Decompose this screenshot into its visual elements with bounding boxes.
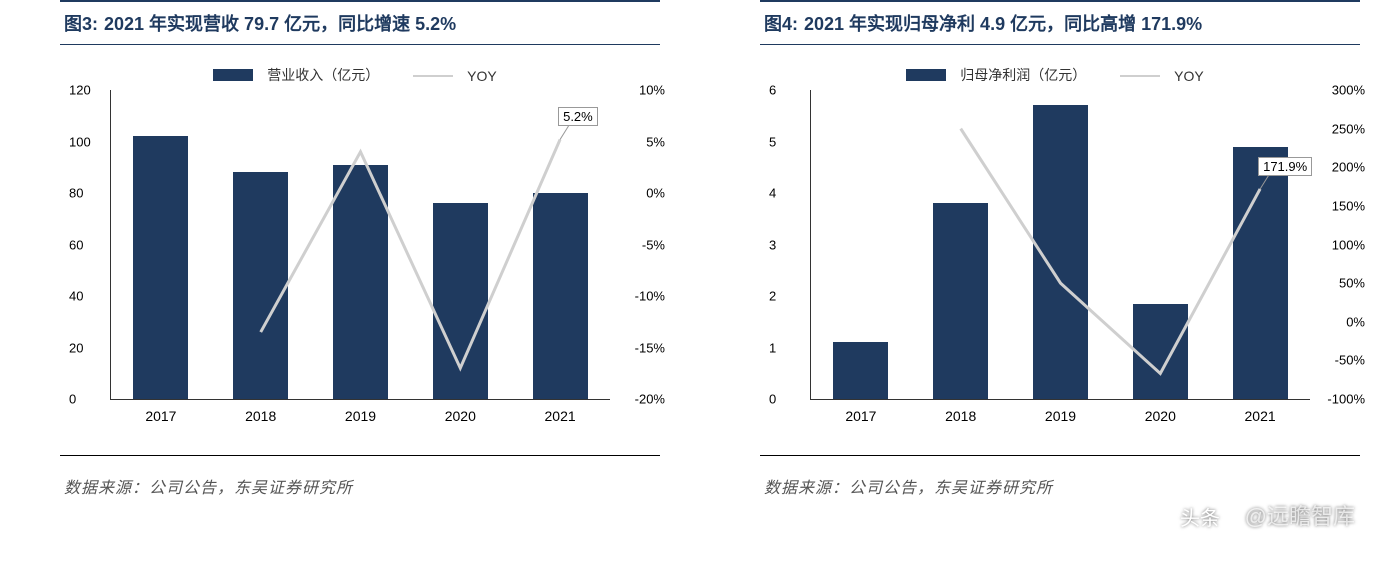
y-right-tick: 0% bbox=[646, 186, 665, 201]
x-label: 2017 bbox=[845, 408, 876, 424]
left-source: 数据来源：公司公告，东吴证券研究所 bbox=[60, 456, 660, 502]
y-left-tick: 120 bbox=[69, 83, 91, 98]
y-left-tick: 100 bbox=[69, 134, 91, 149]
legend-line-label: YOY bbox=[467, 68, 497, 84]
y-right-tick: 50% bbox=[1339, 276, 1365, 291]
right-chart-area: 归母净利润（亿元） YOY 0123456-100%-50%0%50%100%1… bbox=[760, 45, 1360, 445]
y-right-tick: 5% bbox=[646, 134, 665, 149]
left-plot: 020406080100120-20%-15%-10%-5%0%5%10%201… bbox=[110, 90, 610, 400]
watermark-logo: 头条 bbox=[1180, 502, 1220, 531]
right-plot: 0123456-100%-50%0%50%100%150%200%250%300… bbox=[810, 90, 1310, 400]
y-right-tick: -50% bbox=[1335, 353, 1365, 368]
x-label: 2019 bbox=[345, 408, 376, 424]
y-left-tick: 6 bbox=[769, 83, 776, 98]
y-right-tick: -10% bbox=[635, 289, 665, 304]
x-label: 2020 bbox=[445, 408, 476, 424]
legend-line-label: YOY bbox=[1174, 68, 1204, 84]
line-swatch bbox=[413, 75, 453, 77]
y-left-tick: 3 bbox=[769, 237, 776, 252]
y-left-tick: 0 bbox=[769, 392, 776, 407]
y-right-tick: -100% bbox=[1327, 392, 1365, 407]
left-chart-panel: 图3: 2021 年实现营收 79.7 亿元，同比增速 5.2% 营业收入（亿元）… bbox=[60, 0, 660, 502]
y-left-tick: 2 bbox=[769, 289, 776, 304]
y-left-tick: 40 bbox=[69, 289, 83, 304]
fig-title: 2021 年实现归母净利 4.9 亿元，同比高增 171.9% bbox=[804, 14, 1202, 34]
fig-label: 图4: bbox=[764, 14, 798, 34]
yoy-line bbox=[811, 90, 1310, 399]
watermark-text: @远瞻智库 bbox=[1245, 499, 1355, 531]
x-label: 2021 bbox=[545, 408, 576, 424]
callout-label: 171.9% bbox=[1258, 157, 1312, 176]
y-right-tick: 200% bbox=[1332, 160, 1365, 175]
x-label: 2020 bbox=[1145, 408, 1176, 424]
bar-swatch bbox=[906, 69, 946, 81]
line-swatch bbox=[1120, 75, 1160, 77]
y-left-tick: 0 bbox=[69, 392, 76, 407]
x-label: 2018 bbox=[245, 408, 276, 424]
y-left-tick: 60 bbox=[69, 237, 83, 252]
right-legend: 归母净利润（亿元） YOY bbox=[810, 65, 1310, 85]
y-right-tick: 250% bbox=[1332, 121, 1365, 136]
y-left-tick: 1 bbox=[769, 340, 776, 355]
legend-bar-label: 归母净利润（亿元） bbox=[960, 65, 1086, 85]
legend-bar-label: 营业收入（亿元） bbox=[267, 65, 379, 85]
y-right-tick: 10% bbox=[639, 83, 665, 98]
fig-title: 2021 年实现营收 79.7 亿元，同比增速 5.2% bbox=[104, 14, 456, 34]
y-right-tick: 300% bbox=[1332, 83, 1365, 98]
y-right-tick: 150% bbox=[1332, 198, 1365, 213]
x-label: 2017 bbox=[145, 408, 176, 424]
left-title-bar: 图3: 2021 年实现营收 79.7 亿元，同比增速 5.2% bbox=[60, 0, 660, 45]
fig-label: 图3: bbox=[64, 14, 98, 34]
right-chart-panel: 图4: 2021 年实现归母净利 4.9 亿元，同比高增 171.9% 归母净利润… bbox=[760, 0, 1360, 502]
y-left-tick: 5 bbox=[769, 134, 776, 149]
x-label: 2021 bbox=[1245, 408, 1276, 424]
y-right-tick: -20% bbox=[635, 392, 665, 407]
bar-swatch bbox=[213, 69, 253, 81]
y-left-tick: 4 bbox=[769, 186, 776, 201]
right-title-bar: 图4: 2021 年实现归母净利 4.9 亿元，同比高增 171.9% bbox=[760, 0, 1360, 45]
left-chart-area: 营业收入（亿元） YOY 020406080100120-20%-15%-10%… bbox=[60, 45, 660, 445]
y-right-tick: 0% bbox=[1346, 314, 1365, 329]
yoy-line bbox=[111, 90, 610, 399]
y-right-tick: -5% bbox=[642, 237, 665, 252]
x-label: 2019 bbox=[1045, 408, 1076, 424]
right-source: 数据来源：公司公告，东吴证券研究所 bbox=[760, 456, 1360, 502]
y-right-tick: 100% bbox=[1332, 237, 1365, 252]
y-right-tick: -15% bbox=[635, 340, 665, 355]
y-left-tick: 20 bbox=[69, 340, 83, 355]
left-legend: 营业收入（亿元） YOY bbox=[110, 65, 610, 85]
y-left-tick: 80 bbox=[69, 186, 83, 201]
callout-label: 5.2% bbox=[558, 107, 598, 126]
x-label: 2018 bbox=[945, 408, 976, 424]
